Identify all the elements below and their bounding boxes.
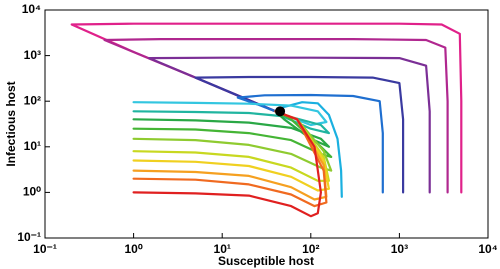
y-tick-label: 10²: [24, 93, 41, 107]
y-tick-label: 10³: [24, 48, 41, 62]
trajectory: [132, 110, 328, 208]
x-tick-label: 10¹: [214, 242, 231, 256]
y-tick-label: 10¹: [24, 139, 41, 153]
x-tick-label: 10³: [391, 242, 408, 256]
plot-frame: [44, 9, 489, 239]
x-tick-label: 10⁴: [478, 242, 497, 256]
x-tick-label: 10⁰: [125, 242, 143, 256]
y-tick-label: 10⁴: [22, 2, 41, 16]
x-tick-label: 10⁻¹: [33, 242, 57, 256]
trajectory: [132, 110, 330, 148]
x-axis-title: Susceptible host: [218, 254, 314, 268]
x-tick-label: 10²: [302, 242, 319, 256]
trajectory: [194, 75, 405, 194]
trajectory: [132, 110, 322, 218]
trajectory: [132, 110, 333, 158]
equilibrium-point: [275, 106, 286, 117]
trajectory: [236, 93, 384, 194]
y-tick-label: 10⁰: [23, 185, 41, 199]
y-tick-label: 10⁻¹: [17, 230, 41, 244]
y-axis-title: Infectious host: [4, 81, 18, 166]
